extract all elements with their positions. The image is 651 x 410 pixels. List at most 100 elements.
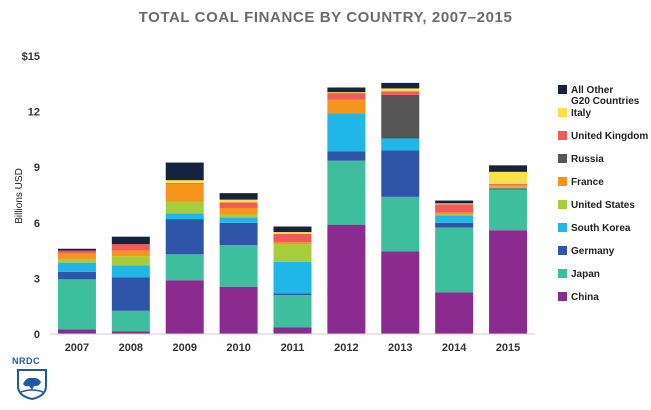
x-tick-label: 2012 bbox=[334, 342, 358, 354]
bar-segment bbox=[111, 256, 150, 266]
bar-segment bbox=[381, 150, 420, 197]
bar-segment bbox=[327, 87, 366, 93]
bar-segment bbox=[219, 202, 258, 208]
bar-stack bbox=[57, 248, 96, 334]
legend-label: France bbox=[571, 177, 604, 188]
bar-segment bbox=[165, 201, 204, 214]
bar-segment bbox=[219, 193, 258, 200]
bar-segment bbox=[435, 203, 474, 205]
bar-stack bbox=[273, 226, 312, 334]
bar-segment bbox=[57, 258, 96, 263]
bar-segment bbox=[327, 160, 366, 225]
legend-item: South Korea bbox=[558, 223, 631, 234]
bar-segment bbox=[111, 310, 150, 332]
bar-stack bbox=[327, 87, 366, 334]
bar-segment bbox=[165, 183, 204, 202]
bar-segment bbox=[381, 88, 420, 92]
x-tick-label: 2010 bbox=[226, 342, 250, 354]
legend-label: Russia bbox=[571, 154, 604, 165]
bar-segment bbox=[381, 196, 420, 252]
legend-swatch bbox=[558, 177, 567, 186]
bar-segment bbox=[489, 189, 528, 231]
bar-segment bbox=[111, 244, 150, 251]
bar-segment bbox=[273, 226, 312, 233]
bar-segment bbox=[273, 244, 312, 262]
bar-segment bbox=[111, 250, 150, 257]
nrdc-bear-emblem-icon bbox=[17, 369, 47, 401]
bar-segment bbox=[327, 93, 366, 100]
legend-item: Russia bbox=[558, 154, 604, 165]
y-tick-label: $15 bbox=[22, 51, 40, 63]
bar-segment bbox=[219, 222, 258, 246]
bar-segment bbox=[273, 295, 312, 328]
bar-segment bbox=[219, 245, 258, 287]
bar-segment bbox=[219, 214, 258, 218]
bar-stack bbox=[489, 165, 528, 334]
bar-segment bbox=[273, 232, 312, 234]
bar-segment bbox=[381, 251, 420, 334]
bar-segment bbox=[57, 253, 96, 259]
bar-segment bbox=[489, 171, 528, 184]
legend-swatch bbox=[558, 246, 567, 255]
bar-segment bbox=[219, 286, 258, 334]
bar-segment bbox=[327, 92, 366, 94]
bar-segment bbox=[435, 292, 474, 334]
bar-segment bbox=[273, 233, 312, 243]
legend-label: United Kingdom bbox=[571, 131, 648, 142]
bar-segment bbox=[381, 94, 420, 139]
bar-segment bbox=[435, 222, 474, 228]
x-tick-label: 2015 bbox=[496, 342, 520, 354]
bar-segment bbox=[165, 182, 204, 184]
bar-stack bbox=[111, 236, 150, 334]
legend-label: All Other G20 Countries bbox=[571, 85, 640, 107]
bar-segment bbox=[435, 212, 474, 215]
bar-segment bbox=[489, 230, 528, 334]
chart-title: TOTAL COAL FINANCE BY COUNTRY, 2007–2015 bbox=[138, 9, 513, 26]
bar-segment bbox=[381, 82, 420, 89]
bar-segment bbox=[435, 204, 474, 213]
legend-label: China bbox=[571, 292, 599, 303]
legend-swatch bbox=[558, 131, 567, 140]
bar-segment bbox=[489, 183, 528, 185]
y-tick-label: 6 bbox=[34, 218, 40, 230]
x-tick-label: 2013 bbox=[388, 342, 412, 354]
bar-segment bbox=[165, 254, 204, 281]
bar-segment bbox=[111, 277, 150, 311]
bar-segment bbox=[57, 279, 96, 330]
legend-item: United States bbox=[558, 200, 635, 211]
bar-segment bbox=[111, 331, 150, 334]
bar-segment bbox=[381, 138, 420, 151]
bar-segment bbox=[489, 184, 528, 187]
legend-swatch bbox=[558, 154, 567, 163]
bar-segment bbox=[111, 236, 150, 245]
legend-label: Germany bbox=[571, 246, 615, 257]
legend-item: Italy bbox=[558, 108, 591, 119]
bar-segment bbox=[327, 99, 366, 114]
bar-segment bbox=[165, 280, 204, 334]
bar-segment bbox=[165, 162, 204, 181]
bar-segment bbox=[165, 213, 204, 220]
legend-item: Japan bbox=[558, 269, 600, 280]
legend-item: France bbox=[558, 177, 604, 188]
logo-text: NRDC bbox=[12, 356, 40, 366]
legend-swatch bbox=[558, 223, 567, 232]
bar-segment bbox=[165, 180, 204, 183]
y-tick-label: 9 bbox=[34, 162, 40, 174]
x-tick-label: 2011 bbox=[281, 342, 305, 354]
x-axis: 2007 2008 2009 2010 2011 2012 2013 2014 2015 bbox=[50, 333, 535, 354]
legend-swatch bbox=[558, 200, 567, 209]
bar-segment bbox=[273, 327, 312, 334]
bar-segment bbox=[273, 293, 312, 296]
bar-segment bbox=[273, 242, 312, 245]
y-tick-label: 12 bbox=[28, 107, 40, 119]
y-tick-label: 3 bbox=[34, 273, 40, 285]
legend-label: Italy bbox=[571, 108, 591, 119]
bar-segment bbox=[57, 271, 96, 280]
bar-stacks bbox=[57, 82, 528, 334]
bar-segment bbox=[435, 214, 474, 216]
bar-segment bbox=[273, 261, 312, 294]
nrdc-logo bbox=[12, 356, 52, 401]
bar-stack bbox=[381, 82, 420, 334]
